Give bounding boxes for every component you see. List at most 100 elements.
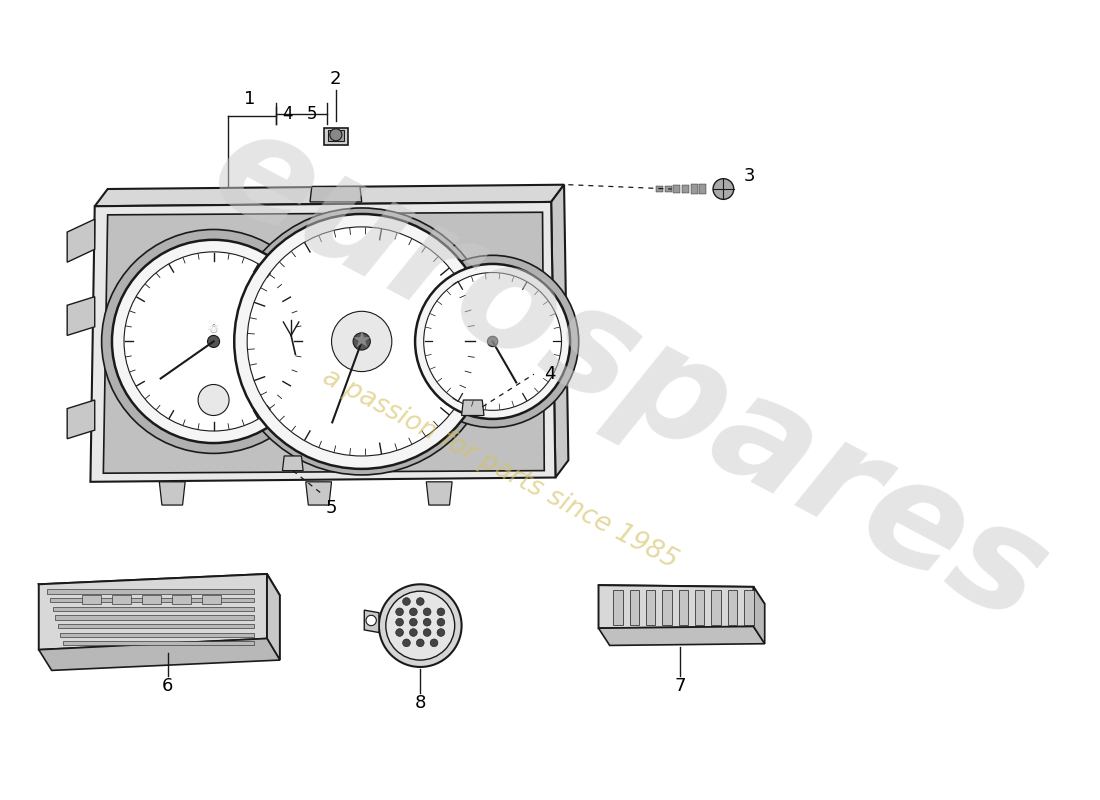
Bar xyxy=(700,184,706,194)
Circle shape xyxy=(437,618,444,626)
Bar xyxy=(695,590,704,625)
Circle shape xyxy=(424,273,561,410)
Bar xyxy=(112,595,131,604)
Bar xyxy=(744,590,754,625)
Polygon shape xyxy=(310,186,362,202)
Bar xyxy=(613,590,623,625)
Circle shape xyxy=(417,598,425,606)
Bar xyxy=(673,186,680,193)
Polygon shape xyxy=(67,297,95,335)
Polygon shape xyxy=(364,610,378,633)
Circle shape xyxy=(409,608,417,616)
Circle shape xyxy=(396,608,404,616)
Polygon shape xyxy=(160,482,185,505)
Polygon shape xyxy=(67,219,95,262)
Text: 5: 5 xyxy=(326,498,338,517)
Polygon shape xyxy=(67,400,95,438)
Circle shape xyxy=(403,598,410,606)
Circle shape xyxy=(124,252,304,431)
Polygon shape xyxy=(39,574,267,650)
Polygon shape xyxy=(95,185,564,206)
Bar xyxy=(657,186,663,191)
Bar xyxy=(57,624,254,628)
Text: 4: 4 xyxy=(283,105,293,123)
Circle shape xyxy=(409,629,417,636)
Bar xyxy=(173,595,191,604)
Text: 4: 4 xyxy=(543,365,556,383)
Polygon shape xyxy=(754,587,764,644)
Text: 2: 2 xyxy=(330,70,342,88)
Bar xyxy=(53,606,254,611)
Circle shape xyxy=(330,129,342,141)
Circle shape xyxy=(234,214,490,469)
Bar xyxy=(691,184,697,194)
Bar xyxy=(682,185,689,193)
Polygon shape xyxy=(39,574,279,606)
Circle shape xyxy=(208,335,220,347)
Polygon shape xyxy=(283,456,304,470)
Bar xyxy=(629,590,639,625)
Bar xyxy=(679,590,689,625)
Circle shape xyxy=(353,333,371,350)
Circle shape xyxy=(198,385,229,415)
Bar xyxy=(55,615,254,619)
Circle shape xyxy=(424,608,431,616)
Text: 1: 1 xyxy=(244,90,255,107)
Polygon shape xyxy=(598,585,754,628)
Bar xyxy=(202,595,221,604)
Polygon shape xyxy=(103,212,544,473)
Text: 5: 5 xyxy=(307,105,317,123)
Bar xyxy=(142,595,161,604)
Bar xyxy=(63,641,254,646)
Polygon shape xyxy=(267,574,279,660)
Circle shape xyxy=(248,227,476,456)
Circle shape xyxy=(437,629,444,636)
Text: 6: 6 xyxy=(162,677,174,695)
Polygon shape xyxy=(598,626,764,646)
Circle shape xyxy=(415,264,570,419)
Circle shape xyxy=(403,639,410,646)
Circle shape xyxy=(366,615,376,626)
Bar xyxy=(662,590,672,625)
Bar xyxy=(323,128,348,145)
Circle shape xyxy=(386,591,454,660)
Circle shape xyxy=(228,208,495,475)
Text: eurospares: eurospares xyxy=(188,95,1069,653)
Polygon shape xyxy=(598,585,764,604)
Bar xyxy=(328,130,343,141)
Polygon shape xyxy=(39,638,279,670)
Bar xyxy=(60,633,254,637)
Text: ☃: ☃ xyxy=(207,322,220,335)
Circle shape xyxy=(430,639,438,646)
Bar xyxy=(50,598,254,602)
Circle shape xyxy=(407,255,579,427)
Circle shape xyxy=(112,240,316,443)
Text: a passion for parts since 1985: a passion for parts since 1985 xyxy=(318,364,682,574)
Polygon shape xyxy=(90,202,556,482)
Polygon shape xyxy=(306,482,331,505)
Bar xyxy=(664,186,672,192)
Circle shape xyxy=(396,629,404,636)
Circle shape xyxy=(396,618,404,626)
Circle shape xyxy=(713,178,734,199)
Circle shape xyxy=(409,618,417,626)
Bar xyxy=(712,590,720,625)
Circle shape xyxy=(424,629,431,636)
Circle shape xyxy=(437,608,444,616)
Text: 7: 7 xyxy=(674,677,686,695)
Circle shape xyxy=(417,639,425,646)
Circle shape xyxy=(101,230,326,454)
Text: 8: 8 xyxy=(415,694,426,712)
Circle shape xyxy=(424,618,431,626)
Circle shape xyxy=(378,584,462,667)
Circle shape xyxy=(331,311,392,371)
Bar xyxy=(646,590,656,625)
Bar xyxy=(81,595,101,604)
Circle shape xyxy=(487,336,498,346)
Text: 3: 3 xyxy=(744,167,755,185)
Polygon shape xyxy=(551,185,569,478)
Bar xyxy=(728,590,737,625)
Polygon shape xyxy=(427,482,452,505)
Text: ★: ★ xyxy=(352,331,372,351)
Polygon shape xyxy=(462,400,484,415)
